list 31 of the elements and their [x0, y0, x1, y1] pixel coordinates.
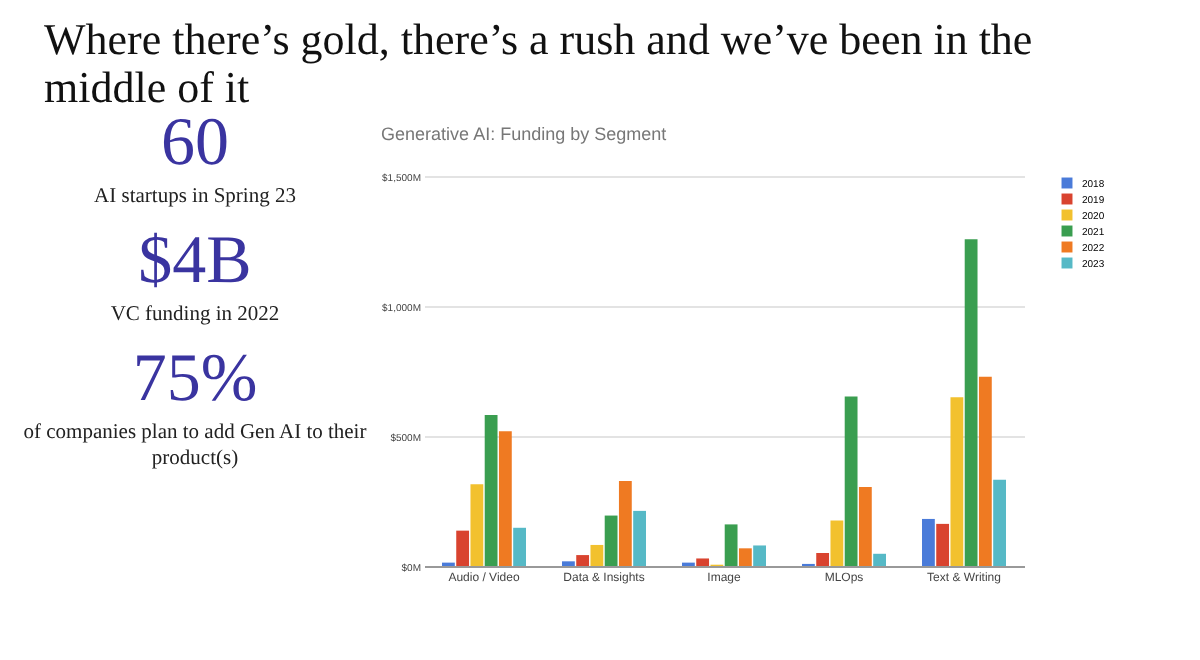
text: of companies plan to add Gen AI to their product(s) — [21, 420, 369, 472]
text: VC funding in 2022 — [108, 302, 282, 328]
text: 75% — [130, 340, 260, 420]
text: $4B — [136, 222, 254, 302]
bar — [456, 530, 470, 566]
bar — [936, 523, 950, 566]
bar — [618, 480, 632, 566]
bar — [978, 376, 992, 566]
bar — [590, 544, 604, 566]
bar — [604, 515, 618, 566]
bar — [738, 548, 752, 566]
chart-subtitle: Generative AI: Funding by Segment — [381, 124, 668, 144]
bar — [498, 431, 512, 566]
bar — [484, 414, 498, 566]
bar — [513, 527, 526, 566]
bar — [950, 397, 964, 566]
bar — [844, 396, 858, 566]
bar — [696, 558, 710, 566]
text: AI startups in Spring 23 — [92, 184, 298, 210]
bar — [964, 239, 978, 566]
bar — [922, 518, 935, 566]
bar — [470, 484, 484, 566]
bar — [858, 486, 872, 566]
bar — [993, 479, 1006, 566]
bar — [873, 553, 886, 566]
bar — [633, 510, 646, 566]
bar — [830, 520, 844, 566]
bar — [724, 524, 738, 566]
bar — [576, 555, 590, 566]
bar — [816, 553, 830, 566]
bar — [753, 545, 766, 566]
